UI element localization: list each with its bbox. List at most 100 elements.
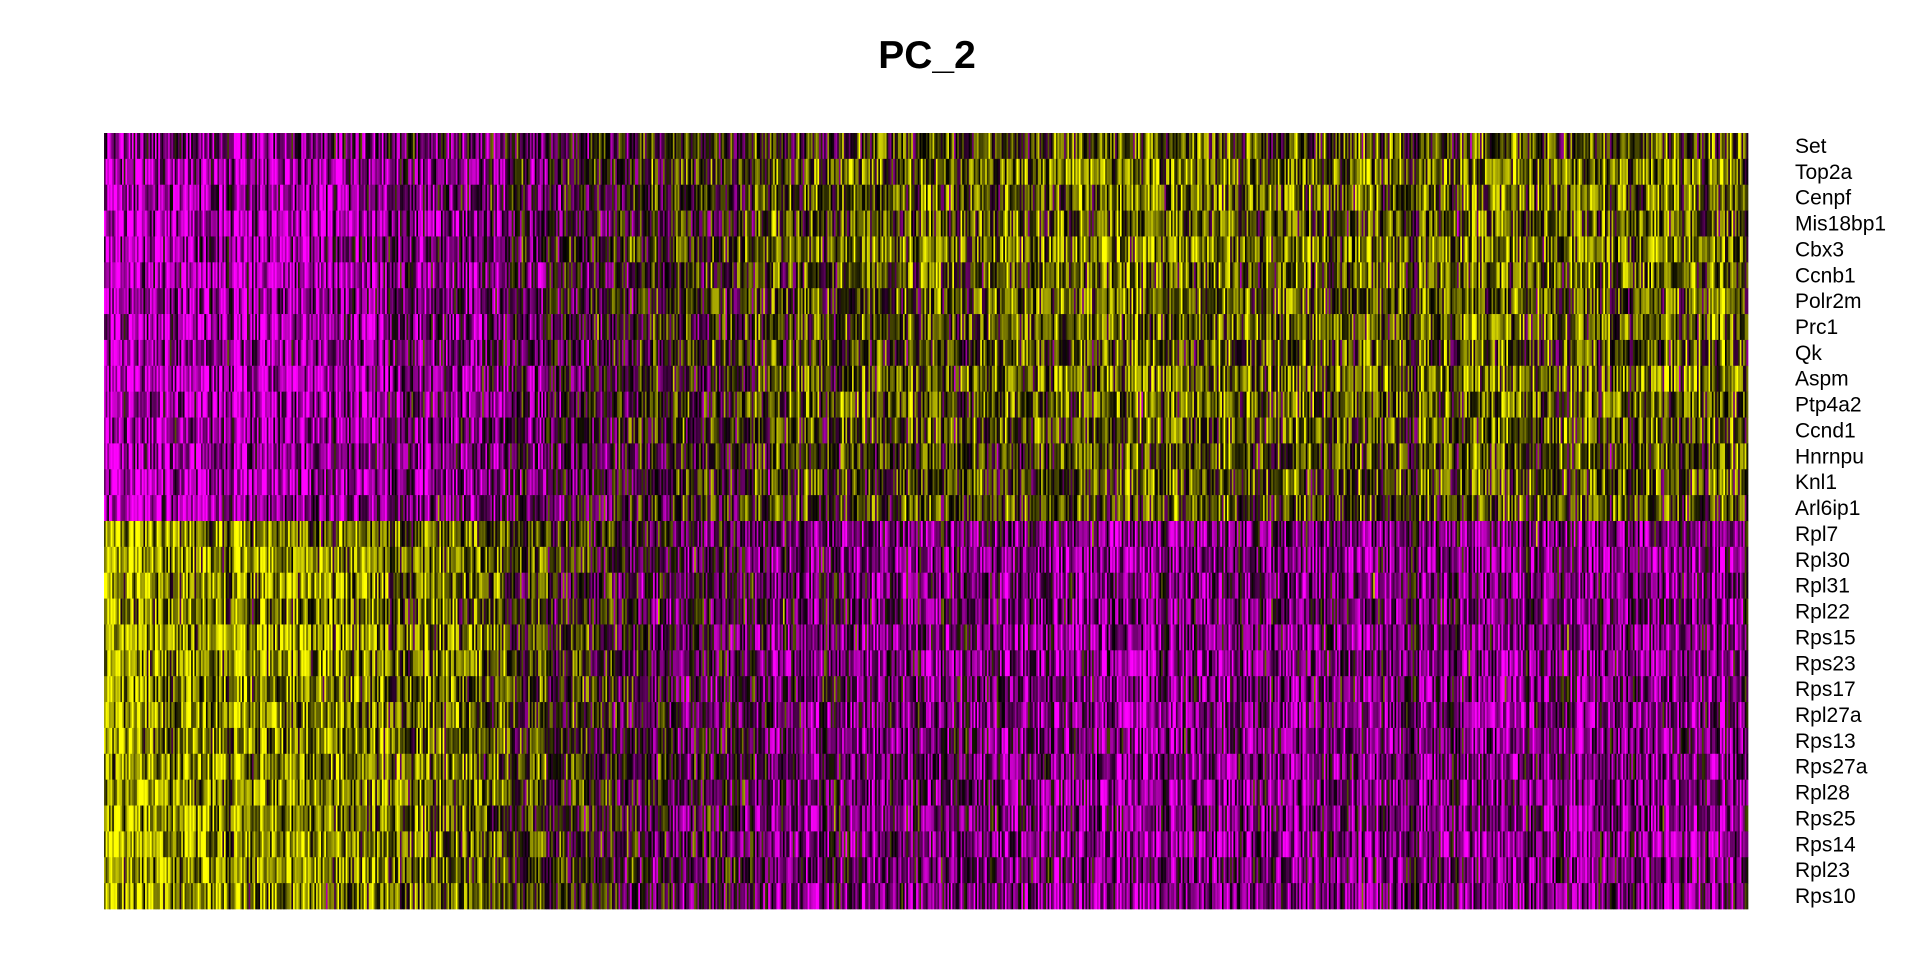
heatmap-cell [616, 184, 619, 211]
heatmap-cell [618, 210, 621, 237]
heatmap-cell [1402, 133, 1405, 160]
heatmap-cell [1019, 184, 1022, 211]
heatmap-cell [1026, 133, 1029, 160]
heatmap-cell [1083, 184, 1086, 211]
heatmap-cell [1323, 184, 1326, 211]
heatmap-cell [1292, 184, 1295, 211]
heatmap-cell [611, 158, 614, 186]
heatmap-cell [1511, 184, 1514, 211]
heatmap-cell [1323, 133, 1326, 160]
heatmap-cell [370, 184, 373, 211]
heatmap-cell [889, 184, 892, 211]
heatmap-cell [1636, 184, 1639, 211]
heatmap-cell [1690, 184, 1693, 211]
heatmap-cell [1100, 158, 1103, 186]
heatmap-cell [222, 184, 225, 211]
heatmap-cell [1299, 133, 1302, 160]
heatmap-cell [758, 133, 761, 160]
heatmap-cell [1739, 133, 1742, 160]
heatmap-cell [687, 158, 690, 186]
heatmap-cell [1710, 184, 1713, 211]
heatmap-cell [1322, 133, 1325, 160]
heatmap-cell [1488, 133, 1491, 160]
heatmap-cell [1430, 158, 1433, 186]
heatmap-cell [1021, 133, 1024, 160]
heatmap-cell [1136, 184, 1139, 211]
heatmap-cell [1438, 133, 1441, 160]
heatmap-cell [519, 158, 522, 186]
heatmap-cell [181, 133, 184, 160]
heatmap-cell [1705, 184, 1708, 211]
heatmap-cell [434, 184, 437, 211]
heatmap-cell [260, 133, 263, 160]
heatmap-cell [204, 133, 207, 160]
heatmap-cell [496, 158, 499, 186]
heatmap-cell [265, 133, 268, 160]
heatmap-cell [1623, 133, 1626, 160]
heatmap-cell [265, 210, 268, 237]
heatmap-cell [1312, 133, 1315, 160]
heatmap-cell [889, 158, 892, 186]
heatmap-cell [852, 158, 855, 186]
heatmap-cell [373, 158, 376, 186]
heatmap-cell [283, 184, 286, 211]
heatmap-cell [713, 133, 716, 160]
heatmap-cell [421, 158, 424, 186]
heatmap-cell [1532, 184, 1535, 211]
heatmap-cell [534, 210, 537, 237]
heatmap-cell [1134, 158, 1137, 186]
heatmap-cell [1657, 158, 1660, 186]
heatmap-cell [462, 133, 465, 160]
heatmap-cell [1121, 184, 1124, 211]
heatmap-cell [1410, 158, 1413, 186]
heatmap-cell [243, 158, 246, 186]
heatmap-cell [1182, 133, 1185, 160]
heatmap-cell [131, 210, 134, 237]
heatmap-cell [843, 133, 846, 160]
heatmap-cell [554, 133, 557, 160]
heatmap-cell [916, 158, 919, 186]
heatmap-cell [1315, 133, 1318, 160]
heatmap-cell [516, 210, 519, 237]
heatmap-cell [1692, 158, 1695, 186]
heatmap-cell [1675, 184, 1678, 211]
heatmap-cell [394, 210, 397, 237]
heatmap-cell [805, 184, 808, 211]
heatmap-cell [493, 210, 496, 237]
heatmap-cell [1514, 184, 1517, 211]
heatmap-cell [796, 158, 799, 186]
heatmap-cell [1118, 133, 1121, 160]
heatmap-cell [505, 133, 508, 160]
heatmap-cell [1476, 184, 1479, 211]
heatmap-cell [450, 133, 453, 160]
heatmap-cell [271, 184, 274, 211]
heatmap-cell [1480, 158, 1483, 186]
heatmap-cell [561, 133, 564, 160]
heatmap-cell [496, 184, 499, 211]
heatmap-cell [176, 210, 179, 237]
heatmap-cell [1039, 158, 1042, 186]
heatmap-cell [1665, 184, 1668, 211]
heatmap-cell [1693, 184, 1696, 211]
heatmap-cell [1687, 158, 1690, 186]
heatmap-cell [360, 210, 363, 237]
heatmap-cell [439, 210, 442, 237]
heatmap-cell [335, 158, 338, 186]
heatmap-cell [105, 210, 108, 237]
heatmap-cell [261, 184, 264, 211]
heatmap-cell [104, 133, 106, 160]
heatmap-cell [511, 158, 514, 186]
heatmap-cell [304, 133, 307, 160]
heatmap-cell [1585, 158, 1588, 186]
heatmap-cell [723, 158, 726, 186]
heatmap-cell [597, 133, 600, 160]
heatmap-cell [879, 158, 882, 186]
heatmap-cell [676, 158, 679, 186]
heatmap-cell [268, 133, 271, 160]
heatmap-cell [1407, 158, 1410, 186]
heatmap-cell [1115, 133, 1118, 160]
heatmap-cell [894, 158, 897, 186]
heatmap-cell [1465, 158, 1468, 186]
heatmap-cell [575, 210, 578, 237]
heatmap-cell [1356, 184, 1359, 211]
